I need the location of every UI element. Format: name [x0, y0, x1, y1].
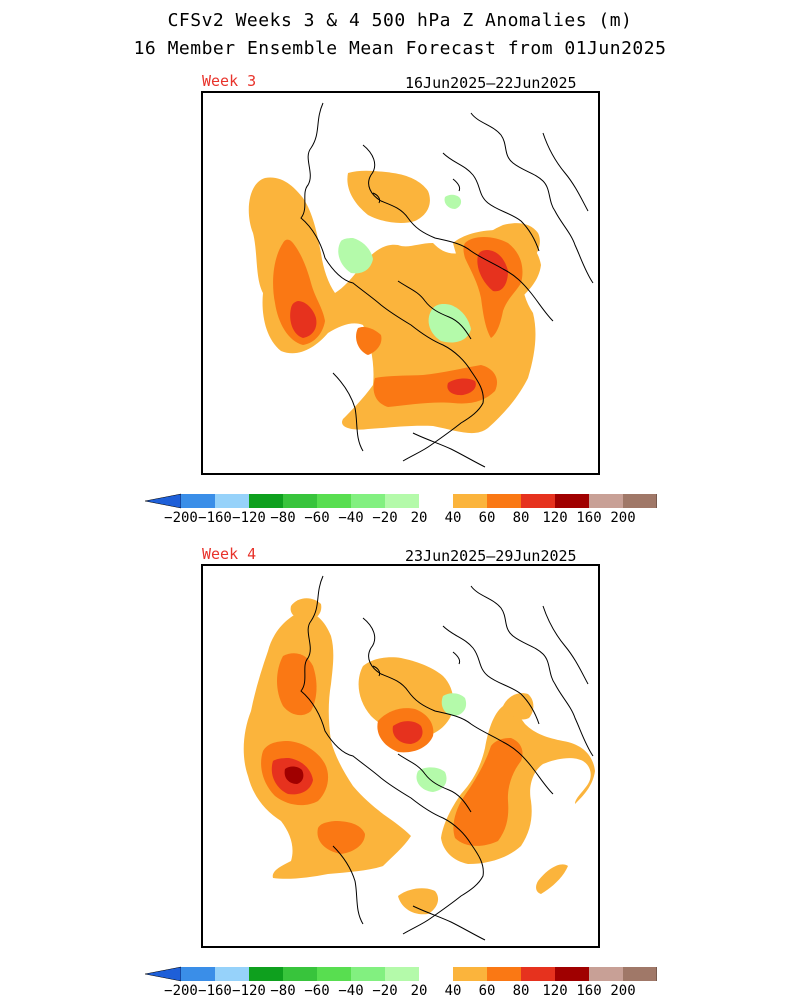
week3-pos20-north	[347, 170, 430, 223]
week4-anomaly-contours	[243, 598, 595, 915]
colorbar-swatch	[623, 967, 657, 981]
colorbar-swatch	[181, 494, 215, 508]
week4-date-range: 23Jun2025—29Jun2025	[405, 547, 577, 565]
colorbar-swatch	[419, 967, 453, 981]
week3-neg20-1	[338, 238, 373, 274]
colorbar-week3-svg	[145, 493, 657, 509]
week4-pos40-nw	[277, 653, 317, 716]
colorbar-swatch	[419, 494, 453, 508]
week3-label: Week 3	[202, 72, 257, 90]
colorbar-tick-label: −20	[372, 510, 398, 526]
week4-pos40-east	[453, 738, 523, 846]
week4-neg20-1	[441, 693, 467, 716]
colorbar-tick-label: −20	[372, 983, 398, 999]
colorbar-tick-label: −160	[198, 510, 232, 526]
colorbar-tick-label: 80	[512, 983, 530, 999]
week3-coastlines	[300, 102, 594, 468]
colorbar-week4: −200 −160 −120 −80 −60 −40 −20 20 40 60 80 120 160 20…	[145, 964, 657, 1000]
colorbar-swatch	[283, 494, 317, 508]
colorbar-swatch	[453, 494, 487, 508]
chart-title: CFSv2 Weeks 3 & 4 500 hPa Z Anomalies (m…	[167, 10, 633, 31]
colorbar-swatch	[181, 967, 215, 981]
week3-pos60-east	[477, 250, 508, 292]
colorbar-tick-label: 200	[610, 510, 636, 526]
colorbar-tick-label: 120	[542, 510, 568, 526]
week3-pos60-south	[447, 378, 476, 396]
colorbar-tick-label: 20	[410, 983, 428, 999]
colorbar-swatch	[249, 967, 283, 981]
week3-pos60-west	[290, 301, 317, 338]
colorbar-tick-label: −120	[232, 510, 266, 526]
colorbar-arrow-left	[145, 966, 182, 982]
colorbar-tick-label: 160	[576, 983, 602, 999]
week3-pos40-south	[373, 365, 498, 407]
colorbar-tick-label: 60	[478, 510, 496, 526]
colorbar-week3: −200 −160 −120 −80 −60 −40 −20 20 40 60 80 120 160 20…	[145, 491, 657, 531]
colorbar-swatch	[317, 967, 351, 981]
colorbar-tick-label: 40	[444, 510, 462, 526]
colorbar-tick-label: 80	[512, 510, 530, 526]
colorbar-swatch	[487, 967, 521, 981]
colorbar-tick-label: 160	[576, 510, 602, 526]
week4-label: Week 4	[202, 545, 257, 563]
colorbar-tick-label: 200	[610, 983, 636, 999]
colorbar-tick-label: −60	[304, 983, 330, 999]
colorbar-swatch	[555, 494, 589, 508]
week4-pos80-west	[284, 766, 304, 784]
week3-neg20-3	[444, 194, 462, 209]
colorbar-swatch	[453, 967, 487, 981]
colorbar-tick-label: −120	[232, 983, 266, 999]
colorbar-swatch	[555, 967, 589, 981]
week4-pos60-center	[392, 721, 423, 744]
colorbar-tick-label: −160	[198, 983, 232, 999]
colorbar-tick-label: −200	[164, 510, 198, 526]
colorbar-tick-label: −40	[338, 510, 364, 526]
colorbar-swatch	[521, 967, 555, 981]
week4-pos20-se	[536, 864, 568, 894]
week4-map-svg	[243, 575, 595, 941]
colorbar-arrow-left	[145, 493, 182, 509]
colorbar-swatch	[589, 494, 623, 508]
colorbar-tick-label: 20	[410, 510, 428, 526]
week4-pos40-south	[317, 821, 365, 854]
colorbar-swatch	[215, 494, 249, 508]
colorbar-swatch	[351, 967, 385, 981]
colorbar-tick-label: −80	[270, 983, 296, 999]
chart-subtitle: 16 Member Ensemble Mean Forecast from 01…	[133, 38, 667, 59]
colorbar-tick-label: −200	[164, 983, 198, 999]
week3-map-svg	[248, 102, 594, 468]
week4-map	[201, 564, 600, 948]
colorbar-swatch	[589, 967, 623, 981]
colorbar-swatch	[283, 967, 317, 981]
colorbar-swatch	[385, 967, 419, 981]
week4-pos20-south	[398, 888, 439, 915]
colorbar-tick-label: 60	[478, 983, 496, 999]
colorbar-tick-label: 120	[542, 983, 568, 999]
colorbar-swatch	[487, 494, 521, 508]
week3-neg20-2	[428, 304, 471, 343]
week3-map	[201, 91, 600, 475]
week4-neg20-2	[416, 767, 447, 792]
colorbar-swatch	[385, 494, 419, 508]
week3-anomaly-contours	[248, 170, 541, 434]
colorbar-swatch	[215, 967, 249, 981]
colorbar-week4-svg	[145, 966, 657, 982]
week3-pos40-center	[356, 326, 382, 355]
colorbar-tick-label: −80	[270, 510, 296, 526]
colorbar-swatch	[521, 494, 555, 508]
colorbar-tick-label: −40	[338, 983, 364, 999]
week3-date-range: 16Jun2025—22Jun2025	[405, 74, 577, 92]
colorbar-swatch	[317, 494, 351, 508]
colorbar-tick-label: 40	[444, 983, 462, 999]
colorbar-swatch	[623, 494, 657, 508]
week4-coastlines	[300, 575, 594, 941]
colorbar-tick-label: −60	[304, 510, 330, 526]
colorbar-swatch	[351, 494, 385, 508]
colorbar-swatch	[249, 494, 283, 508]
